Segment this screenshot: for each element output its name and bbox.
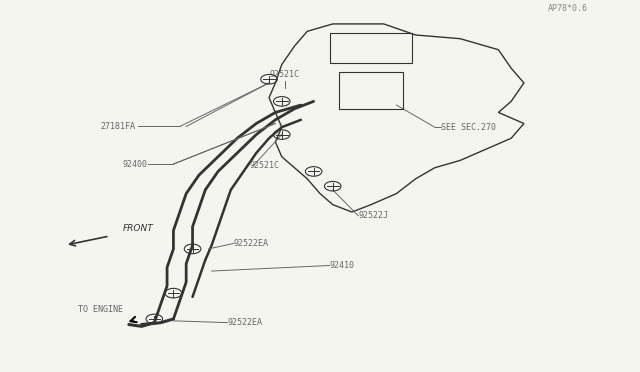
Text: 92400: 92400 — [122, 160, 147, 169]
Text: 27181FA: 27181FA — [100, 122, 135, 131]
Text: 92521C: 92521C — [250, 161, 280, 170]
Text: 92410: 92410 — [330, 261, 355, 270]
Text: 92521C: 92521C — [270, 70, 300, 78]
Text: 92522EA: 92522EA — [234, 239, 269, 248]
Text: TO ENGINE: TO ENGINE — [78, 305, 123, 314]
Text: SEE SEC.270: SEE SEC.270 — [441, 123, 496, 132]
Text: 92522J: 92522J — [358, 211, 388, 220]
Text: 92522EA: 92522EA — [228, 318, 262, 327]
Text: AP78*0.6: AP78*0.6 — [548, 4, 588, 13]
Text: FRONT: FRONT — [122, 224, 153, 233]
